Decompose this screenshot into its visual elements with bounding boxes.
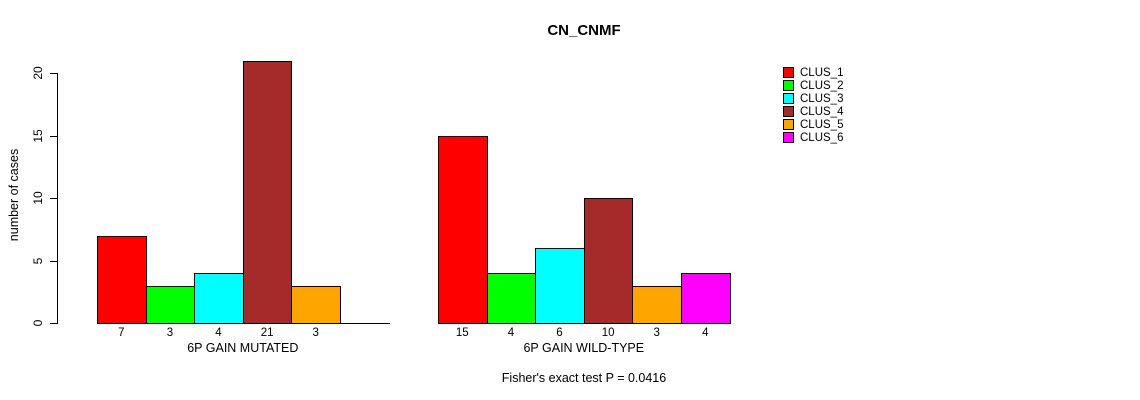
stat-test-annotation: Fisher's exact test P = 0.0416 <box>501 371 667 385</box>
bar-value-label: 21 <box>260 327 274 339</box>
legend-item: CLUS_5 <box>783 118 843 131</box>
bar-clus_3 <box>535 248 585 324</box>
bar-value-label: 4 <box>215 327 222 339</box>
legend-label: CLUS_3 <box>800 92 844 105</box>
legend-item: CLUS_4 <box>783 105 843 118</box>
bar-value-label: 3 <box>312 327 319 339</box>
legend-label: CLUS_6 <box>800 131 844 144</box>
y-axis-line <box>57 73 58 324</box>
y-axis-tick <box>50 198 57 199</box>
bar-clus_4 <box>583 198 634 324</box>
legend-label: CLUS_2 <box>800 79 844 92</box>
bar-clus_5 <box>632 285 682 324</box>
bar-clus_5 <box>291 285 341 324</box>
y-axis-tick <box>50 260 57 262</box>
group-axis-label: 6P GAIN WILD-TYPE <box>523 341 645 355</box>
bar-clus_1 <box>97 235 147 324</box>
y-axis-title: number of cases <box>7 148 21 242</box>
bar-clus_6 <box>681 273 731 324</box>
y-tick-label: 20 <box>31 66 45 80</box>
legend-swatch-icon <box>783 132 794 143</box>
y-axis-tick <box>50 323 57 324</box>
legend-swatch-icon <box>783 93 794 104</box>
legend-item: CLUS_2 <box>783 79 843 92</box>
bar-value-label: 4 <box>507 327 515 339</box>
legend: CLUS_1 CLUS_2 CLUS_3 CLUS_4 CLUS_5 CLUS_6 <box>783 66 843 144</box>
bar-clus_3 <box>194 273 244 324</box>
y-tick-label: 15 <box>31 128 45 143</box>
bar-clus_4 <box>242 60 293 324</box>
bar-clus_1 <box>438 135 488 324</box>
legend-item: CLUS_3 <box>783 92 843 105</box>
bar-clus_2 <box>486 273 537 324</box>
y-tick-label: 0 <box>31 319 45 327</box>
legend-swatch-icon <box>783 119 794 130</box>
y-tick-label: 10 <box>31 191 45 205</box>
legend-label: CLUS_5 <box>800 118 844 131</box>
legend-label: CLUS_4 <box>800 105 844 118</box>
chart-title: CN_CNMF <box>547 22 621 39</box>
legend-item: CLUS_1 <box>783 66 843 79</box>
legend-label: CLUS_1 <box>800 66 844 79</box>
y-axis-tick <box>50 135 57 137</box>
bar-value-label: 7 <box>118 327 125 339</box>
bar-clus_2 <box>145 285 196 324</box>
legend-swatch-icon <box>783 80 794 91</box>
bar-value-label: 3 <box>653 327 660 339</box>
legend-swatch-icon <box>783 106 794 117</box>
legend-item: CLUS_6 <box>783 131 843 144</box>
bar-value-label: 15 <box>455 327 469 339</box>
bar-value-label: 6 <box>556 327 563 339</box>
bar-value-label: 3 <box>166 327 174 339</box>
bar-value-label: 10 <box>601 327 615 339</box>
group-axis-label: 6P GAIN MUTATED <box>187 341 299 355</box>
legend-swatch-icon <box>783 67 794 78</box>
y-axis-tick <box>50 73 57 74</box>
bar-value-label: 4 <box>702 327 709 339</box>
y-tick-label: 5 <box>31 257 45 264</box>
